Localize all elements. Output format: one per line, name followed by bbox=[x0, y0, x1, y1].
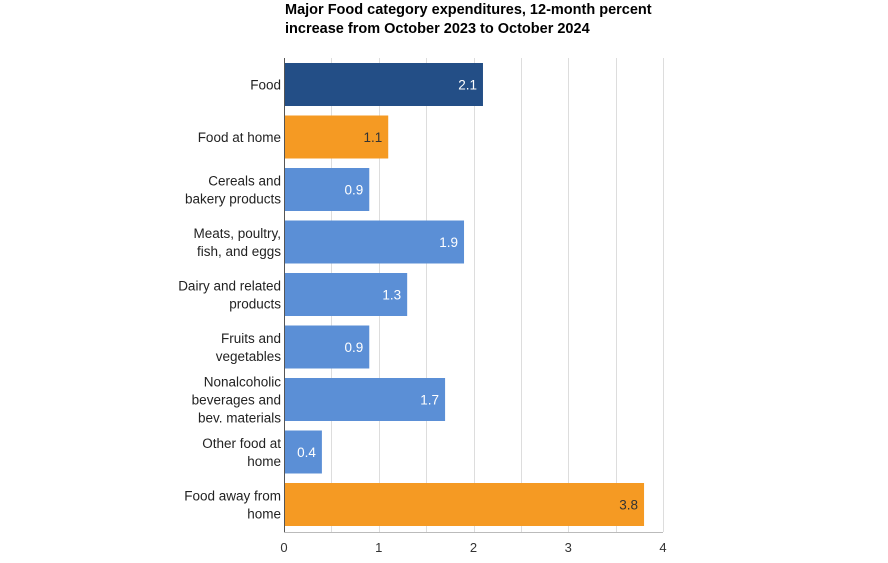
chart-title-line-2: increase from October 2023 to October 20… bbox=[285, 21, 590, 37]
category-label-line: Food bbox=[250, 78, 281, 93]
category-label-line: vegetables bbox=[216, 349, 282, 364]
category-label-line: Food at home bbox=[198, 130, 281, 145]
data-label: 0.9 bbox=[344, 183, 363, 198]
axes: 0 1 2 3 4 bbox=[280, 58, 667, 555]
category-label-line: Nonalcoholic bbox=[204, 375, 282, 390]
category-label-line: products bbox=[229, 297, 281, 312]
data-label: 0.9 bbox=[344, 340, 363, 355]
category-label-line: Food away from bbox=[184, 489, 281, 504]
category-label: Nonalcoholic beverages and bev. materials bbox=[192, 375, 282, 426]
bar bbox=[284, 483, 645, 526]
bar bbox=[284, 168, 370, 211]
category-labels: Food Food at home Cereals and bakery produc… bbox=[178, 78, 281, 522]
category-label: Cereals and bakery products bbox=[185, 174, 281, 207]
category-label-line: Meats, poultry, bbox=[193, 226, 281, 241]
category-label: Food away from home bbox=[184, 489, 281, 522]
category-label-line: beverages and bbox=[192, 393, 281, 408]
category-label-line: Dairy and related bbox=[178, 279, 281, 294]
data-label: 1.7 bbox=[420, 393, 439, 408]
category-label-line: bakery products bbox=[185, 192, 281, 207]
x-tick-label: 4 bbox=[659, 540, 666, 555]
category-label: Meats, poultry, fish, and eggs bbox=[193, 226, 281, 259]
data-label: 1.1 bbox=[363, 130, 382, 145]
bar bbox=[284, 378, 446, 421]
bar bbox=[284, 325, 370, 369]
category-label-line: Fruits and bbox=[221, 331, 281, 346]
x-tick-label: 0 bbox=[280, 540, 287, 555]
category-label: Dairy and related products bbox=[178, 279, 281, 312]
bar bbox=[284, 273, 408, 316]
bars: 2.1 1.1 0.9 1.9 1.3 0.9 1.7 0.4 3.8 bbox=[284, 63, 645, 526]
x-tick-label: 1 bbox=[375, 540, 382, 555]
category-label-line: home bbox=[247, 454, 281, 469]
data-label: 2.1 bbox=[458, 78, 477, 93]
category-label: Other food at home bbox=[202, 436, 281, 469]
data-label: 1.3 bbox=[382, 288, 401, 303]
category-label: Food bbox=[250, 78, 281, 93]
data-label: 1.9 bbox=[439, 235, 458, 250]
bar bbox=[284, 430, 322, 474]
category-label-line: home bbox=[247, 507, 281, 522]
category-label-line: Other food at bbox=[202, 436, 281, 451]
category-label-line: bev. materials bbox=[198, 411, 281, 426]
bar bbox=[284, 63, 483, 106]
chart-title-line-1: Major Food category expenditures, 12-mon… bbox=[285, 2, 652, 18]
category-label: Fruits and vegetables bbox=[216, 331, 282, 364]
data-label: 0.4 bbox=[297, 445, 316, 460]
bar bbox=[284, 220, 465, 264]
x-tick-label: 2 bbox=[470, 540, 477, 555]
bar bbox=[284, 115, 389, 159]
x-tick-label: 3 bbox=[565, 540, 572, 555]
category-label-line: Cereals and bbox=[208, 174, 281, 189]
category-label-line: fish, and eggs bbox=[197, 244, 281, 259]
category-label: Food at home bbox=[198, 130, 281, 145]
data-label: 3.8 bbox=[619, 498, 638, 513]
